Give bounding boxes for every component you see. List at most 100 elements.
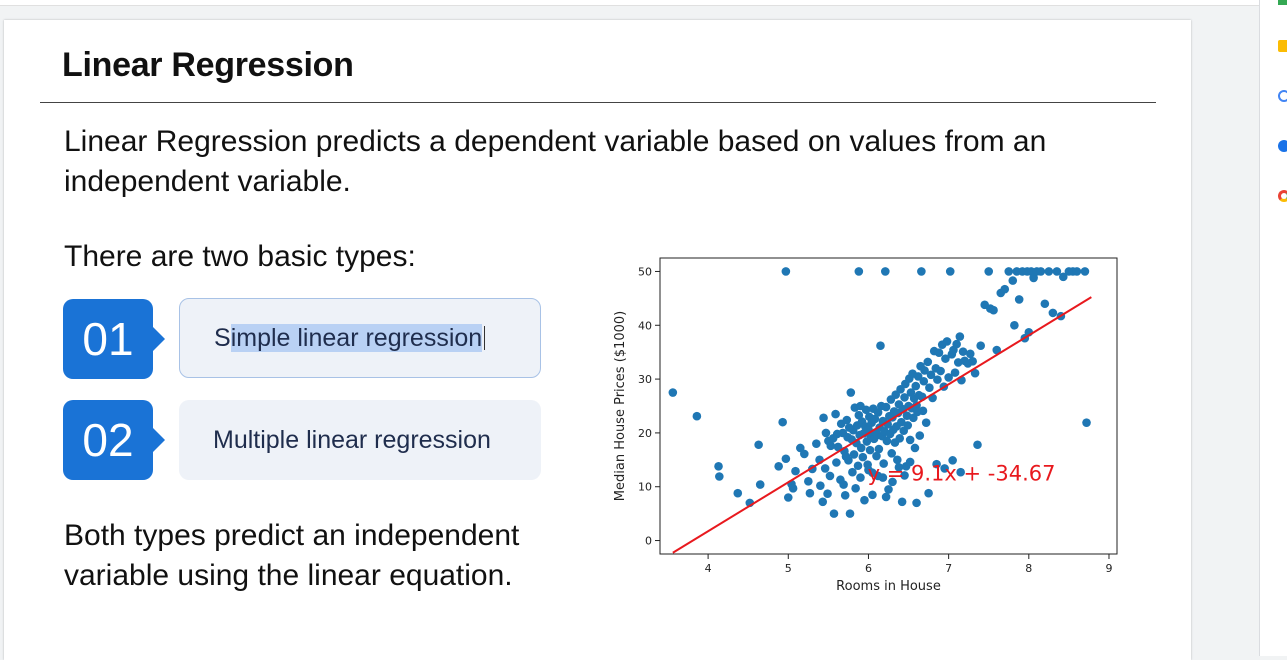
data-point [923,357,933,367]
type-box-simple[interactable]: Simple linear regression [179,298,541,378]
data-point [903,421,913,430]
data-point [958,347,968,356]
data-point [970,368,980,378]
data-point [755,480,765,489]
data-point [804,477,813,486]
y-axis-label: Median House Prices ($1000) [613,311,628,501]
contacts-icon[interactable] [1278,140,1287,152]
slide-title[interactable]: Linear Regression [62,46,354,84]
data-point [816,481,825,490]
type-label-simple[interactable]: Simple linear regression [214,323,483,352]
title-divider [40,102,1156,103]
data-point [841,452,851,461]
data-point [1010,320,1019,330]
data-point [825,471,835,481]
data-point [818,497,828,507]
data-point [791,466,800,476]
data-point [851,484,860,493]
data-point [1048,308,1058,318]
data-point [831,409,840,419]
data-point [881,402,891,412]
data-point [879,459,888,468]
regression-line [672,296,1092,554]
number-badge-01[interactable]: 01 [63,299,165,379]
data-point [1072,267,1082,276]
y-tick-label: 10 [638,481,652,494]
tasks-icon[interactable] [1278,90,1287,102]
data-point [783,493,793,502]
intro-text[interactable]: Linear Regression predicts a dependent v… [64,125,1047,198]
data-point [1052,267,1062,276]
sheets-icon[interactable] [1278,0,1287,5]
data-point [823,489,832,499]
data-point [913,372,923,381]
data-point [826,441,836,451]
data-point [812,439,821,448]
maps-icon[interactable] [1278,190,1287,202]
type-box-multiple[interactable]: Multiple linear regression [179,400,541,480]
data-point [845,509,855,518]
data-point [876,341,885,351]
data-point [1029,273,1038,283]
type-label-multiple[interactable]: Multiple linear regression [213,425,491,454]
scatter-chart[interactable]: 4 5 6 7 8 9 0 10 20 30 40 50 Rooms in House Median Ho… [604,235,1134,600]
data-point [915,431,925,440]
data-point [844,423,854,432]
data-point [849,450,859,459]
data-point [872,451,881,461]
x-tick-label: 8 [1025,562,1032,575]
data-point [882,436,892,446]
data-point [819,413,828,423]
data-point [854,267,864,276]
data-point [1000,284,1010,294]
data-point [805,488,815,498]
data-point [893,455,902,465]
data-point [973,440,982,450]
data-point [887,449,897,458]
data-point [715,472,724,481]
data-point [733,488,743,498]
x-tick-label: 9 [1105,562,1112,575]
data-point [820,464,830,473]
y-tick-label: 20 [638,427,652,440]
number-badge-02[interactable]: 02 [63,400,165,480]
data-point [781,267,791,276]
types-heading[interactable]: There are two basic types: [64,240,416,273]
data-point [912,498,921,508]
y-tick-label: 30 [638,373,652,386]
data-point [840,491,850,500]
data-point [924,488,933,498]
x-tick-label: 6 [865,562,872,575]
data-point [921,418,931,427]
data-point [839,480,848,489]
data-point [1040,299,1050,309]
data-point [842,415,852,425]
data-point [800,449,809,459]
data-point [778,417,787,427]
keep-icon[interactable] [1278,40,1287,52]
data-point [881,492,891,502]
x-tick-label: 4 [705,562,712,575]
data-point [920,366,929,375]
data-point [854,410,864,420]
data-point [870,414,880,424]
data-point [832,429,842,439]
data-point [955,332,965,341]
data-point [1008,276,1018,285]
data-point [880,267,890,276]
data-point [976,341,986,351]
data-point [864,465,873,475]
text-cursor-icon [484,326,486,350]
slide-canvas[interactable]: Linear Regression Linear Regression pred… [4,20,1191,660]
data-point [858,452,868,462]
data-point [668,388,678,397]
data-point [941,354,950,363]
closing-text[interactable]: Both types predict an independent variab… [64,519,520,592]
data-point [856,443,866,453]
x-tick-label: 7 [945,562,952,575]
data-point [781,454,791,464]
data-point [984,267,994,276]
data-point [900,471,909,480]
data-point [897,497,907,507]
data-point [868,490,877,500]
